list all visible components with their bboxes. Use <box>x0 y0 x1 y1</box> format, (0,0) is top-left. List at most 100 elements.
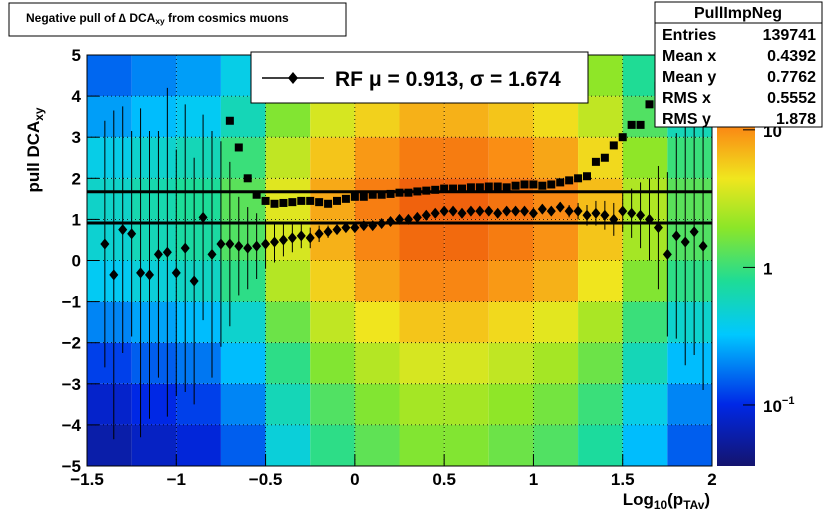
heat-cell <box>444 383 489 425</box>
mean-marker <box>162 246 172 258</box>
rms-marker <box>297 196 306 205</box>
rms-marker <box>583 172 591 181</box>
mean-marker <box>305 232 315 244</box>
stats-label: Mean y <box>662 69 716 86</box>
mean-marker <box>412 211 422 223</box>
rms-marker <box>252 190 261 199</box>
mean-marker <box>636 209 646 221</box>
rms-marker <box>556 178 565 187</box>
mean-marker <box>100 238 110 250</box>
heat-cell <box>131 260 177 302</box>
heat-cell <box>310 424 355 466</box>
heat-cell <box>265 424 311 466</box>
heat-cell <box>220 301 266 343</box>
x-tick-label: −1 <box>167 470 186 489</box>
rms-marker <box>458 184 466 193</box>
heat-cell <box>220 424 266 466</box>
heat-cell <box>220 137 266 179</box>
y-tick-label: 1 <box>72 210 81 229</box>
rms-marker <box>350 192 359 201</box>
heat-cell <box>488 424 534 466</box>
heat-cell <box>578 260 623 302</box>
mean-marker <box>502 205 512 217</box>
mean-marker <box>109 269 119 281</box>
rms-marker <box>502 183 511 192</box>
mean-marker <box>600 209 610 221</box>
heat-cell <box>667 219 712 261</box>
mean-marker <box>493 207 503 219</box>
heat-cell <box>578 301 623 343</box>
rms-marker <box>306 196 315 205</box>
mean-marker <box>127 228 137 240</box>
rms-marker <box>466 183 475 192</box>
mean-marker <box>582 209 592 221</box>
mean-marker <box>350 222 360 234</box>
mean-marker <box>243 242 253 254</box>
heat-cell <box>310 137 355 179</box>
heat-cell <box>310 260 355 302</box>
stats-box: PullImpNeg Entries 139741 Mean x 0.4392 Mean… <box>654 1 823 128</box>
rms-marker <box>449 184 458 193</box>
heat-cell <box>444 137 489 179</box>
heat-cell <box>444 260 489 302</box>
mean-marker <box>421 209 431 221</box>
heat-cell <box>488 219 534 261</box>
x-tick-label: 1 <box>529 470 538 489</box>
heat-cell <box>354 301 400 343</box>
mean-marker <box>466 205 476 217</box>
heat-cell <box>131 424 177 466</box>
heat-cell <box>131 96 177 138</box>
y-tick-label: 2 <box>72 169 81 188</box>
subscript: xy <box>155 16 165 26</box>
heat-cell <box>87 383 132 425</box>
heat-cell <box>265 342 311 384</box>
heat-cell <box>399 219 445 261</box>
mean-marker <box>252 240 262 252</box>
mean-marker <box>546 205 556 217</box>
x-tick-label: 2 <box>707 470 716 489</box>
mean-marker <box>573 205 583 217</box>
axes: −1.5 −1 −0.5 0 0.5 1 1.5 2 −5 −4 −3 −2 −1 0 1 2 3 4 5 <box>62 46 717 489</box>
mean-marker <box>368 220 378 232</box>
heat-cell <box>310 383 355 425</box>
mean-marker <box>296 230 306 242</box>
heat-cell <box>399 383 445 425</box>
heat-cell <box>667 424 712 466</box>
stats-value: 139741 <box>763 27 816 44</box>
rms-marker <box>547 180 556 189</box>
stats-value: 0.4392 <box>767 48 816 65</box>
heat-cell <box>444 424 489 466</box>
rms-marker <box>618 133 627 142</box>
rms-marker <box>333 196 341 205</box>
rms-marker <box>529 180 538 189</box>
heat-cell <box>176 383 221 425</box>
mean-marker <box>278 234 288 246</box>
heat-cell <box>131 383 177 425</box>
heat-cell <box>488 137 534 179</box>
mean-marker <box>618 205 628 217</box>
heat-cell <box>399 301 445 343</box>
mean-marker <box>225 238 235 250</box>
heat-cell <box>488 342 534 384</box>
rms-marker <box>591 157 600 166</box>
heat-cell <box>87 137 132 179</box>
heat-cell <box>533 219 579 261</box>
heat-cell <box>131 178 177 220</box>
rms-marker <box>225 116 234 125</box>
mean-marker <box>671 230 681 242</box>
mean-marker <box>609 213 619 225</box>
heat-cell <box>578 219 623 261</box>
chart-title: Negative pull of ∆ DCAxy from cosmics mu… <box>26 11 289 26</box>
heat-cell <box>220 342 266 384</box>
heat-cell <box>87 219 132 261</box>
heat-cell <box>176 301 221 343</box>
mean-marker <box>270 236 279 248</box>
heat-cell <box>488 383 534 425</box>
mean-marker <box>439 205 449 217</box>
subscript: 10 <box>654 498 668 512</box>
heat-cell <box>667 137 712 179</box>
stats-label: RMS y <box>662 111 711 128</box>
heat-cell <box>622 342 668 384</box>
heat-cell <box>131 55 177 97</box>
